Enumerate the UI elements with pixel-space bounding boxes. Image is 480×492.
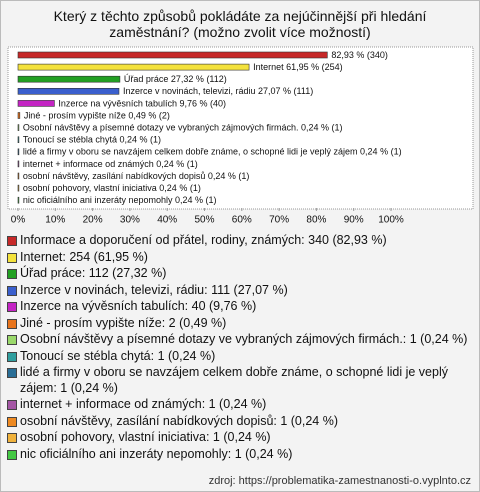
bar (17, 75, 121, 83)
bar-label: Osobní návštěvy a písemné dotazy ve vybr… (23, 122, 343, 132)
legend-swatch (7, 433, 17, 443)
legend-swatch (7, 302, 17, 312)
legend-swatch (7, 449, 17, 460)
bar (17, 63, 250, 71)
legend-swatch (7, 236, 17, 246)
legend-item: internet + informace od známých: 1 (0,24… (7, 397, 473, 413)
x-tick-label: 20% (83, 215, 103, 226)
x-tick-label: 40% (157, 215, 177, 226)
bar (17, 196, 20, 204)
legend-label: Jiné - prosím vypište níže: 2 (0,49 %) (20, 315, 227, 330)
legend-swatch (7, 269, 17, 279)
source: zdroj: https://problematika-zamestnanost… (208, 475, 471, 487)
bar-label: lidé a firmy v oboru se navzájem celkem … (23, 147, 402, 157)
legend-swatch (7, 335, 17, 345)
legend-label: Tonoucí se stébla chytá: 1 (0,24 %) (20, 348, 216, 363)
bar-label: osobní pohovory, vlastní iniciativa 0,24… (23, 183, 201, 193)
x-tick-label: 50% (194, 215, 214, 226)
bar-label: Úřad práce 27,32 % (112) (124, 74, 227, 84)
bar-label: Tonoucí se stébla chytá 0,24 % (1) (23, 135, 161, 145)
legend-item: Jiné - prosím vypište níže: 2 (0,49 %) (7, 316, 473, 332)
plot-frame (7, 46, 474, 210)
x-tick-label: 60% (232, 215, 252, 226)
bar-label: Inzerce v novinách, televizi, rádiu 27,0… (123, 86, 313, 96)
bar (17, 51, 328, 59)
bar (17, 184, 20, 192)
legend-label: internet + informace od známých: 1 (0,24… (20, 397, 267, 411)
legend-swatch (7, 351, 17, 362)
bar (17, 100, 55, 107)
bar-label: internet + informace od známých 0,24 % (… (23, 159, 198, 169)
legend-swatch (7, 368, 17, 378)
bar (17, 160, 20, 168)
bar (17, 88, 120, 95)
legend-label: Informace a doporučení od přátel, rodiny… (20, 233, 387, 247)
legend-label: Inzerce na vývěsních tabulích: 40 (9,76 … (20, 299, 257, 313)
legend-swatch (7, 252, 17, 263)
legend-item: Informace a doporučení od přátel, rodiny… (7, 233, 473, 249)
bar (17, 112, 21, 119)
bar-label: Jiné - prosím vypište níže 0,49 % (2) (24, 110, 170, 120)
legend-item: osobní návštěvy, zasílání nabídkových do… (7, 414, 473, 430)
bar (17, 136, 20, 143)
x-tick-label: 10% (45, 215, 65, 226)
legend-item: Inzerce v novinách, televizi, rádiu: 111… (7, 283, 473, 299)
legend-label: Internet: 254 (61,95 %) (20, 249, 148, 264)
bar-label: osobní návštěvy, zasílání nabídkových do… (23, 171, 249, 181)
bar-label: Inzerce na vývěsních tabulích 9,76 % (40… (58, 98, 226, 108)
legend-label: lidé a firmy v oboru se navzájem celkem … (20, 365, 448, 395)
legend-item: Tonoucí se stébla chytá: 1 (0,24 %) (7, 349, 473, 365)
x-tick-label: 70% (269, 215, 289, 226)
legend: Informace a doporučení od přátel, rodiny… (7, 233, 473, 463)
legend-label: nic oficiálního ani inzeráty nepomohly: … (20, 446, 293, 461)
x-tick-label: 90% (344, 215, 364, 226)
legend-item: osobní pohovory, vlastní iniciativa: 1 (… (7, 430, 473, 446)
legend-item: lidé a firmy v oboru se navzájem celkem … (7, 365, 473, 396)
bar-label: nic oficiálního ani inzeráty nepomohly 0… (23, 195, 217, 205)
bar-label: 82,93 % (340) (331, 50, 388, 60)
legend-item: Internet: 254 (61,95 %) (7, 250, 473, 266)
legend-swatch (7, 400, 17, 410)
x-tick-label: 80% (306, 215, 326, 226)
legend-item: Inzerce na vývěsních tabulích: 40 (9,76 … (7, 299, 473, 315)
legend-label: Úřad práce: 112 (27,32 %) (20, 266, 167, 280)
legend-swatch (7, 318, 17, 329)
x-tick-label: 30% (120, 215, 140, 226)
bar (17, 148, 20, 156)
legend-item: Úřad práce: 112 (27,32 %) (7, 266, 473, 282)
legend-label: osobní pohovory, vlastní iniciativa: 1 (… (20, 430, 271, 444)
chart: 0% 10% 20% 30% 40% 50% 60% 70% 80% 90% 100% 82,93 %… (7, 46, 474, 226)
legend-item: nic oficiálního ani inzeráty nepomohly: … (7, 447, 473, 463)
bar-label: Internet 61,95 % (254) (253, 62, 343, 72)
bar (17, 124, 20, 131)
legend-label: Inzerce v novinách, televizi, rádiu: 111… (20, 282, 288, 297)
bar (17, 172, 20, 180)
legend-swatch (7, 416, 17, 427)
chart-title: Který z těchto způsobů pokládáte za nejú… (53, 8, 427, 40)
legend-item: Osobní návštěvy a písemné dotazy ve vybr… (7, 332, 473, 348)
legend-label: Osobní návštěvy a písemné dotazy ve vybr… (20, 332, 468, 346)
legend-label: osobní návštěvy, zasílání nabídkových do… (20, 413, 339, 428)
legend-swatch (7, 285, 17, 296)
x-tick-label: 100% (378, 215, 404, 226)
x-tick-label: 0% (11, 215, 26, 226)
